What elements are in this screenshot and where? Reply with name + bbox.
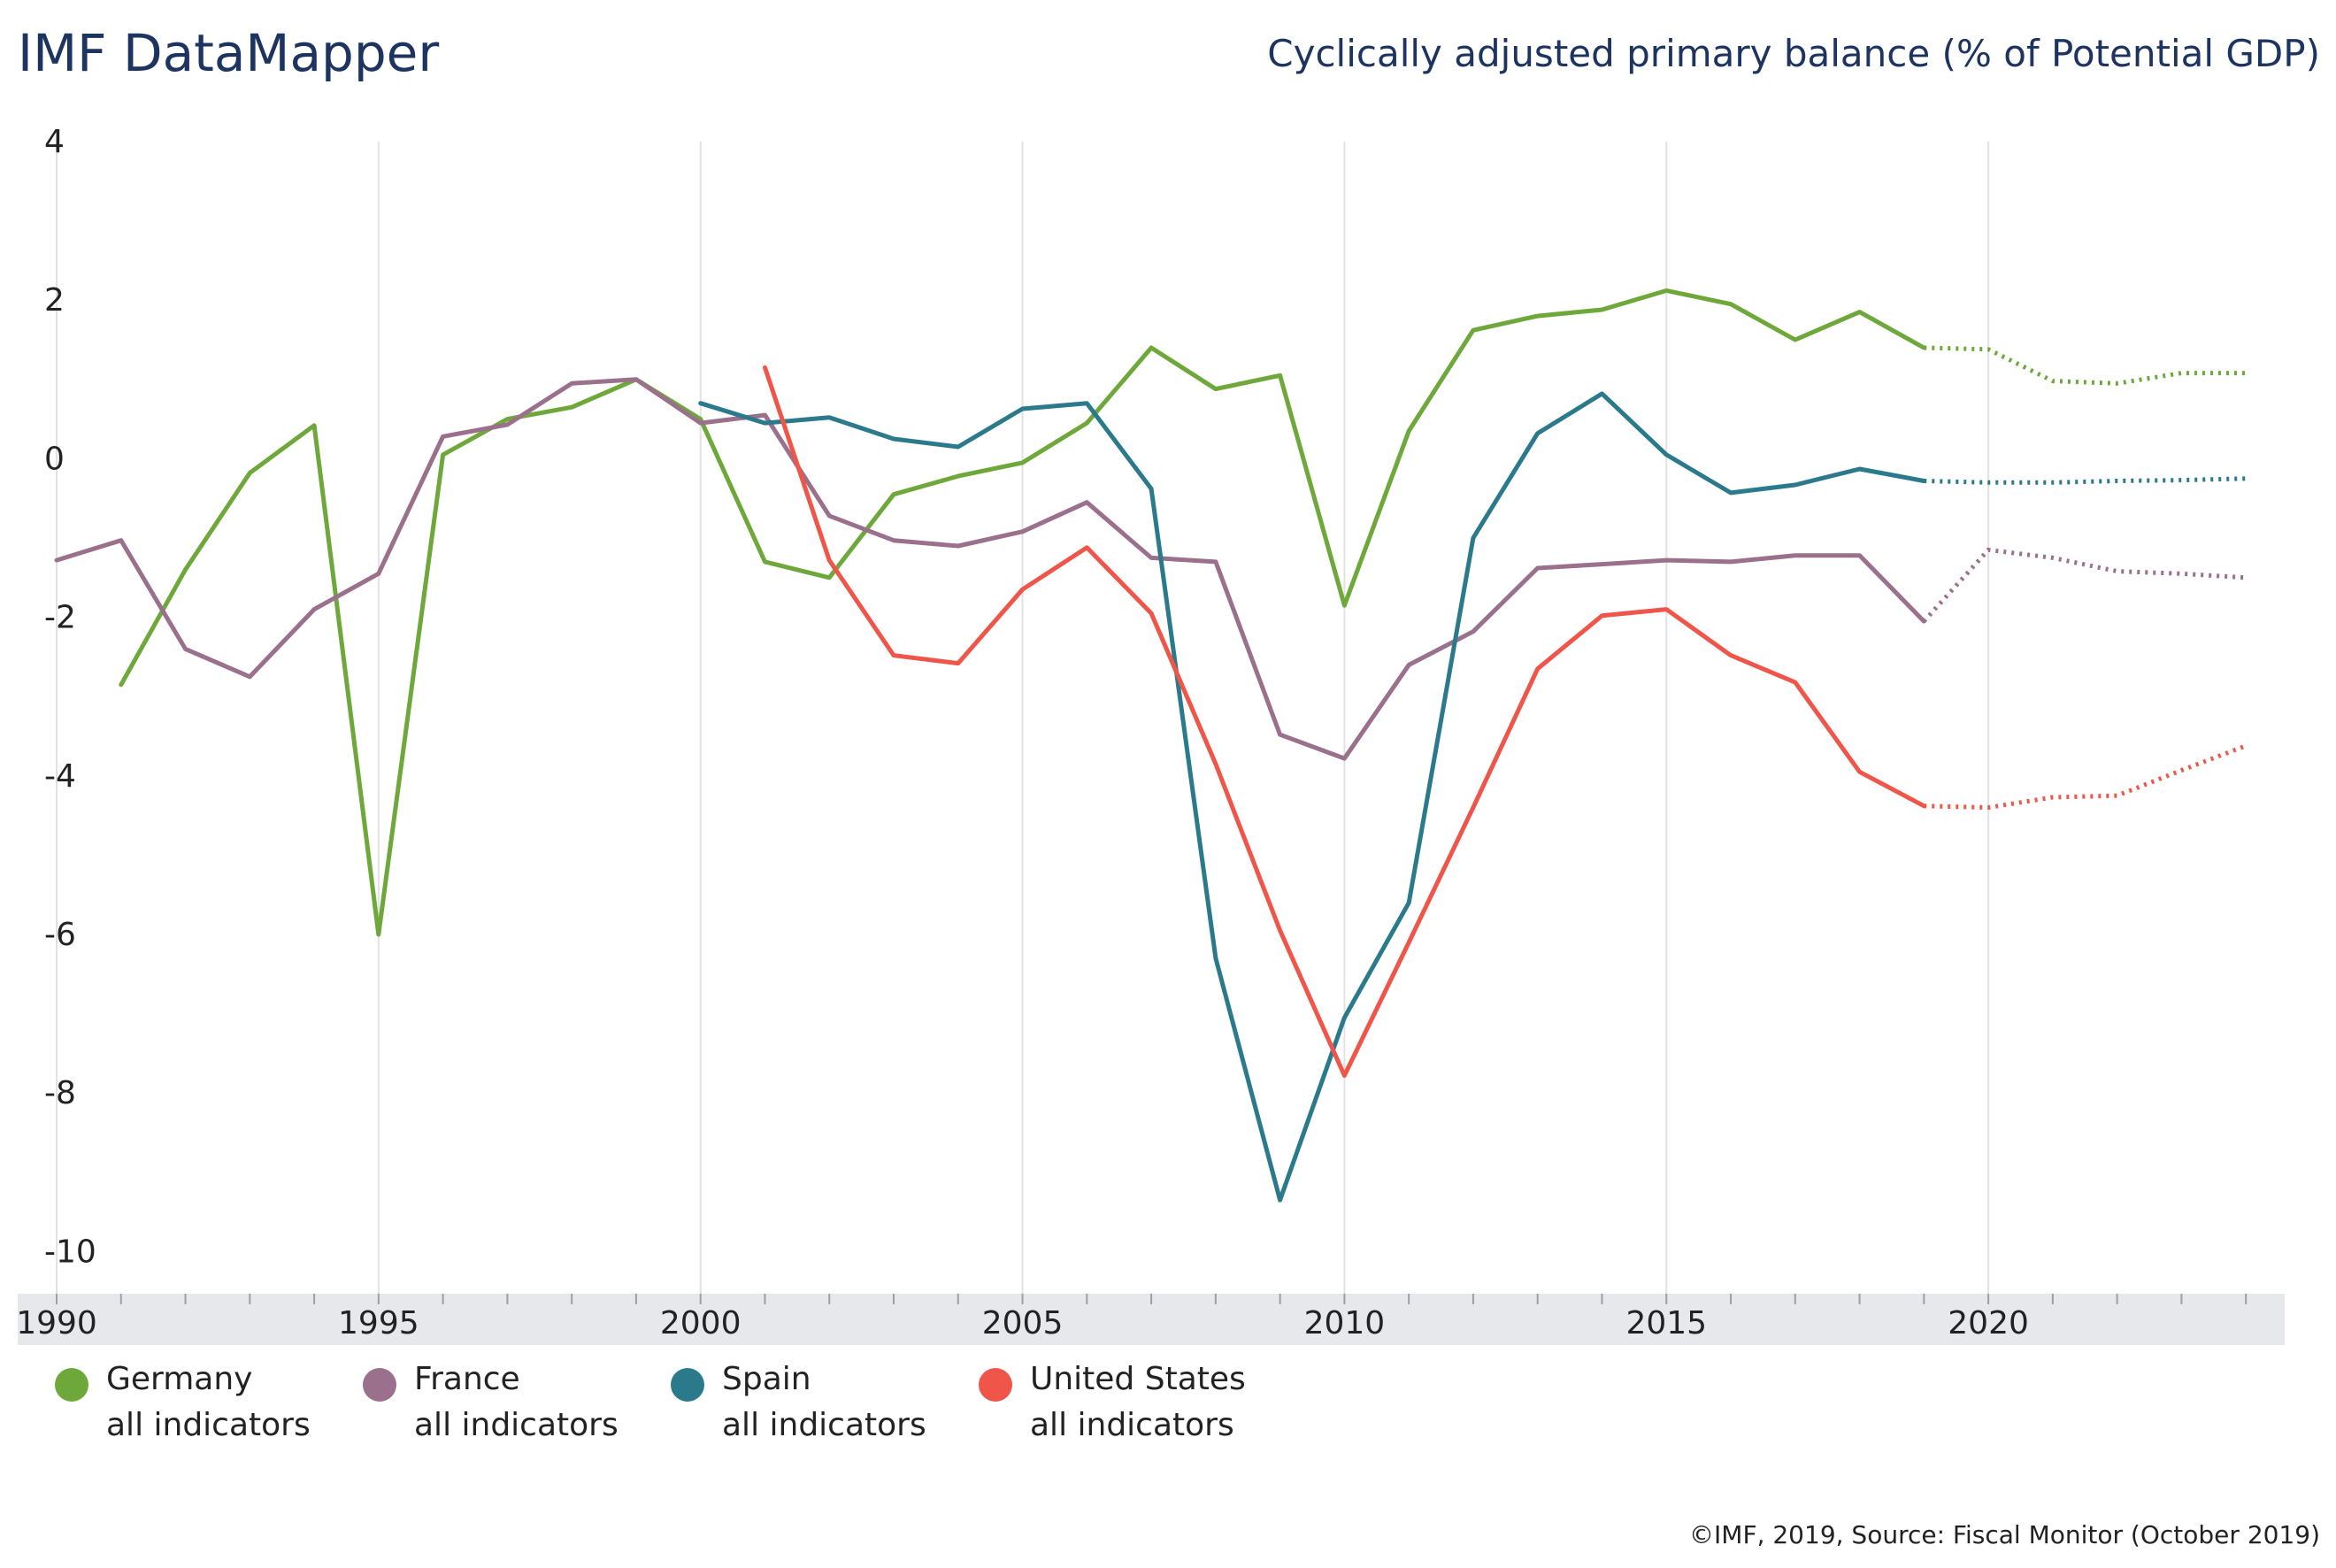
y-tick-label: 0 [44,441,65,477]
series-line-germany [119,288,1926,937]
legend-swatch-icon [363,1368,396,1402]
legend-sublabel: all indicators [414,1407,619,1443]
series-lines [54,288,2248,1203]
legend-swatch-icon [671,1368,704,1402]
legend-sublabel: all indicators [722,1407,926,1443]
series-projection-france [1922,547,2247,623]
legend-sublabel: all indicators [106,1407,311,1443]
y-tick-label: -6 [44,917,76,953]
legend-swatch-icon [55,1368,88,1402]
legend-swatch-icon [979,1368,1012,1402]
y-tick-label: 2 [44,282,65,319]
y-tick-label: -8 [44,1075,76,1111]
legend-sublabel: all indicators [1030,1407,1234,1443]
line-chart: 1990 1995 2000 2005 2010 2015 2020 4 2 0 -2 -4 -6 -8 -… [16,124,2285,1345]
series-projection-germany [1924,345,2247,386]
axis-ticks: 1990 1995 2000 2005 2010 2015 2020 4 2 0 -2 -4 -6 -8 -… [16,124,2248,1341]
x-tick-label: 2000 [660,1305,742,1341]
legend-label: Spain [722,1361,811,1397]
brand-title: IMF DataMapper [18,23,440,83]
legend-label: United States [1030,1361,1246,1397]
y-tick-label: -4 [44,758,76,795]
x-tick-label: 1995 [338,1305,419,1341]
series-line-united-states [763,365,1926,1078]
series-line-france [54,377,1926,761]
y-tick-label: 4 [44,124,65,160]
series-projection-united-states [1924,743,2248,811]
y-tick-label: -2 [44,600,76,636]
y-tick-label: -10 [44,1234,96,1270]
grid-lines [56,142,1990,1294]
x-tick-label: 2020 [1948,1305,2029,1341]
source-credit: ©IMF, 2019, Source: Fiscal Monitor (Octo… [1689,1520,2320,1549]
x-tick-label: 2010 [1304,1305,1386,1341]
chart-title: Cyclically adjusted primary balance (% o… [1267,32,2320,75]
legend-label: Germany [106,1361,253,1397]
x-tick-label: 2005 [982,1305,1064,1341]
x-tick-label: 2015 [1625,1305,1707,1341]
series-line-spain [698,391,1926,1203]
series-projection-spain [1924,476,2247,485]
x-tick-label: 1990 [16,1305,97,1341]
legend-label: France [414,1361,520,1397]
